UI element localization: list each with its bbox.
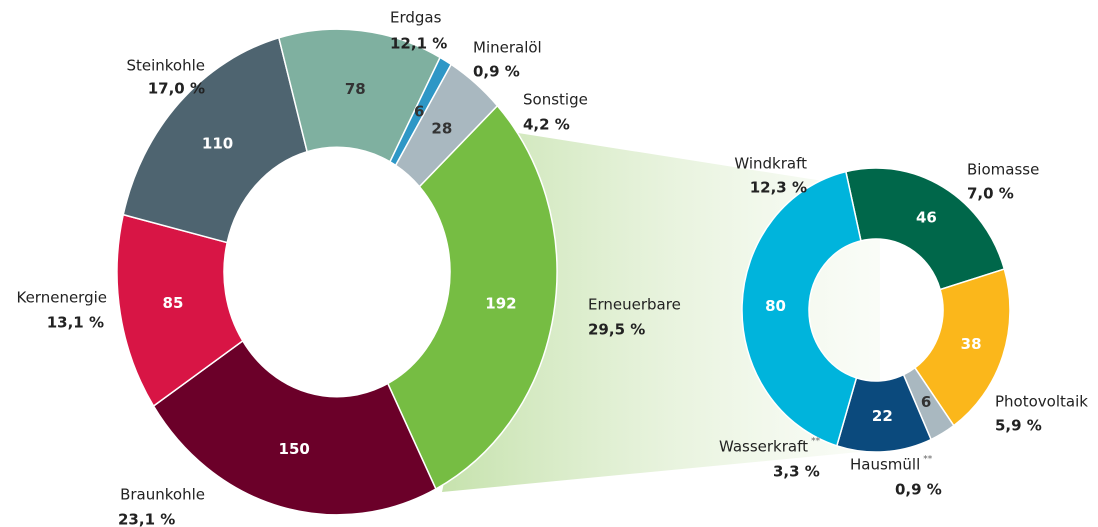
value-label: 46 — [916, 208, 937, 226]
category-label: Photovoltaik — [995, 393, 1088, 411]
donut-segment — [123, 38, 307, 243]
percent-label: 3,3 % — [773, 463, 820, 481]
donut-segment — [915, 269, 1010, 426]
value-label: 78 — [345, 80, 366, 98]
donut-segment — [154, 341, 436, 515]
value-label: 6 — [921, 393, 931, 411]
percent-label: 13,1 % — [47, 314, 104, 332]
percent-label: 0,9 % — [473, 63, 520, 81]
category-label: Biomasse — [967, 161, 1039, 179]
category-label: Windkraft — [734, 155, 807, 173]
donut-segment — [396, 64, 498, 186]
category-label: Wasserkraft — [719, 438, 808, 456]
donut-segment — [388, 106, 557, 489]
donut-segment — [742, 172, 861, 446]
category-label: Kernenergie — [16, 289, 107, 307]
donut — [742, 168, 1010, 452]
percent-label: 4,2 % — [523, 116, 570, 134]
percent-label: 12,1 % — [390, 35, 447, 53]
value-label: 6 — [414, 103, 424, 121]
percent-label: 0,9 % — [895, 481, 942, 499]
percent-label: 5,9 % — [995, 417, 1042, 435]
value-label: 22 — [872, 407, 893, 425]
percent-label: 17,0 % — [148, 80, 205, 98]
category-label: Hausmüll — [850, 456, 920, 474]
percent-label: 23,1 % — [118, 511, 175, 527]
percent-label: 12,3 % — [750, 179, 807, 197]
category-label: Sonstige — [523, 91, 588, 109]
value-label: 150 — [279, 440, 310, 458]
value-label: 38 — [961, 335, 982, 353]
category-label: Mineralöl — [473, 39, 542, 57]
value-label: 28 — [431, 120, 452, 138]
value-label: 110 — [202, 134, 233, 152]
value-label: 192 — [485, 295, 516, 313]
percent-label: 29,5 % — [588, 321, 645, 339]
category-label: Erdgas — [390, 9, 442, 27]
donut — [117, 29, 557, 515]
value-label: 85 — [163, 294, 184, 312]
footnote-mark: ** — [923, 455, 933, 465]
value-label: 80 — [765, 297, 786, 315]
donut-segment — [117, 215, 243, 406]
percent-label: 7,0 % — [967, 185, 1014, 203]
footnote-mark: ** — [811, 437, 821, 447]
category-label: Erneuerbare — [588, 296, 681, 314]
donut-segment — [846, 168, 1004, 290]
category-label: Braunkohle — [120, 486, 205, 504]
category-label: Steinkohle — [126, 57, 205, 75]
